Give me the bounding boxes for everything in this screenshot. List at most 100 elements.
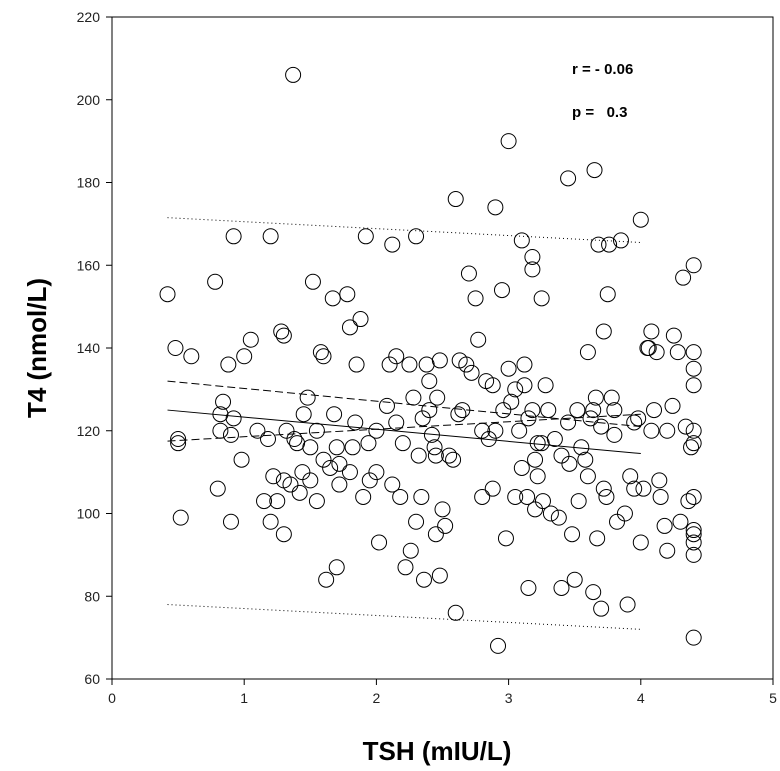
data-point <box>339 286 356 303</box>
data-point <box>622 468 639 485</box>
data-point <box>685 534 702 551</box>
data-point <box>529 435 546 452</box>
data-point <box>484 480 501 497</box>
data-point <box>626 480 643 497</box>
data-point <box>410 447 427 464</box>
data-point <box>328 559 345 576</box>
data-point <box>540 402 557 419</box>
data-point <box>269 493 286 510</box>
data-point <box>447 191 464 208</box>
data-point <box>322 459 339 476</box>
data-point <box>495 402 512 419</box>
data-point <box>635 480 652 497</box>
data-point <box>533 290 550 307</box>
data-point <box>289 435 306 452</box>
data-point <box>537 377 554 394</box>
data-point <box>378 397 395 414</box>
data-point <box>480 431 497 448</box>
prediction-band-lower <box>167 604 641 630</box>
data-point <box>683 439 700 456</box>
axes <box>106 16 774 685</box>
tick-labels: 0 1 2 3 4 5 60 80 100 120 140 160 180 200 220 <box>77 9 777 706</box>
data-point <box>429 389 446 406</box>
data-point <box>685 629 702 646</box>
data-point <box>595 323 612 340</box>
x-axis-title: TSH (mIU/L) <box>363 736 512 766</box>
data-point <box>664 397 681 414</box>
data-point <box>434 501 451 518</box>
data-point <box>520 410 537 427</box>
data-point <box>291 484 308 501</box>
data-point <box>503 393 520 410</box>
data-point <box>524 402 541 419</box>
data-point <box>302 472 319 489</box>
data-point <box>685 488 702 505</box>
data-point <box>520 579 537 596</box>
data-point <box>431 352 448 369</box>
data-point <box>347 414 364 431</box>
y-tick-label: 60 <box>84 671 100 687</box>
y-tick-label: 80 <box>84 588 100 604</box>
data-point <box>222 426 239 443</box>
data-point <box>212 422 229 439</box>
data-point <box>341 319 358 336</box>
data-point <box>445 451 462 468</box>
data-point <box>646 402 663 419</box>
data-point <box>368 422 385 439</box>
data-point <box>685 546 702 563</box>
data-point <box>656 517 673 534</box>
data-point <box>357 228 374 245</box>
data-point <box>516 356 533 373</box>
data-point <box>685 422 702 439</box>
y-tick-label: 200 <box>77 92 101 108</box>
y-axis-title: T4 (nmol/L) <box>22 278 52 418</box>
data-point <box>405 389 422 406</box>
data-point <box>249 422 266 439</box>
data-point <box>458 356 475 373</box>
data-point <box>490 637 507 654</box>
data-point <box>507 381 524 398</box>
p-value-annotation: p = 0.3 <box>572 104 627 121</box>
data-point <box>500 133 517 150</box>
data-point <box>273 323 290 340</box>
data-point <box>315 451 332 468</box>
data-point <box>401 356 418 373</box>
data-point <box>685 526 702 543</box>
data-point <box>408 513 425 530</box>
data-point <box>665 327 682 344</box>
data-point <box>460 265 477 282</box>
data-point <box>220 356 237 373</box>
data-point <box>577 451 594 468</box>
data-point <box>487 422 504 439</box>
data-point <box>643 422 660 439</box>
data-point <box>582 410 599 427</box>
data-point <box>294 464 311 481</box>
data-point <box>308 493 325 510</box>
data-point <box>474 422 491 439</box>
data-point <box>659 542 676 559</box>
data-point <box>262 228 279 245</box>
x-tick-label: 3 <box>505 690 513 706</box>
data-point <box>639 340 656 356</box>
data-point <box>560 414 577 431</box>
data-point <box>361 472 378 489</box>
data-point <box>265 468 282 485</box>
confidence-band-lower <box>167 413 641 442</box>
data-point <box>302 439 319 456</box>
data-point <box>415 571 432 588</box>
data-point <box>585 584 602 601</box>
data-point <box>593 600 610 617</box>
data-point <box>167 340 184 356</box>
x-tick-label: 5 <box>769 690 777 706</box>
data-point <box>256 493 273 510</box>
data-points <box>159 66 702 654</box>
data-point <box>533 435 550 452</box>
x-tick-label: 4 <box>637 690 645 706</box>
y-tick-label: 180 <box>77 175 101 191</box>
data-point <box>507 488 524 505</box>
data-point <box>278 422 295 439</box>
data-point <box>500 360 517 377</box>
data-point <box>413 488 430 505</box>
data-point <box>408 228 425 245</box>
prediction-band-upper <box>167 217 641 243</box>
